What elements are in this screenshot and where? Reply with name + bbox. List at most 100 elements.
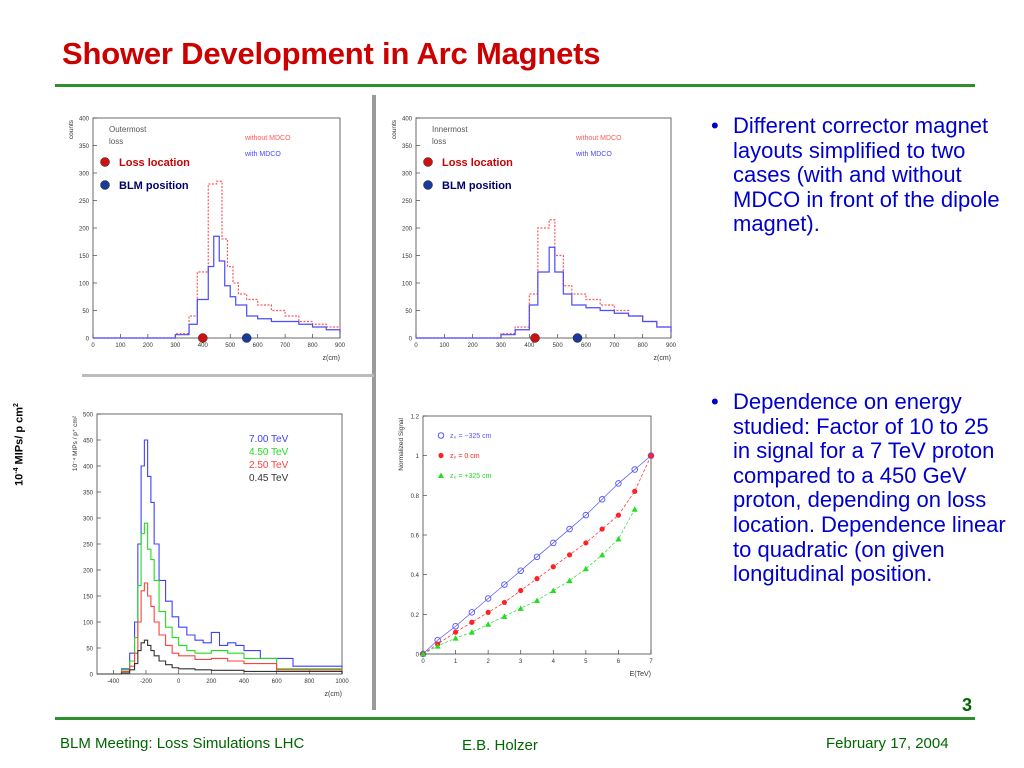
data-point [452, 629, 459, 635]
series-fit-line [422, 455, 652, 655]
x-tick-label: 200 [143, 343, 154, 349]
data-point [631, 506, 638, 512]
plot-frame [422, 415, 652, 655]
legend-label: with MDCO [244, 151, 281, 158]
y-tick-label: 250 [402, 199, 413, 205]
x-tick-label: 500 [553, 343, 564, 349]
legend-label: z₀ = −325 cm [450, 433, 492, 440]
plot-label: loss [432, 137, 446, 146]
loss-location-icon [100, 157, 110, 167]
legend-label: z₀ = +325 cm [450, 473, 492, 480]
y-tick-label: 0.4 [411, 573, 420, 579]
y-tick-label: 50 [405, 309, 412, 315]
series-line [93, 235, 341, 339]
y-tick-label: 200 [83, 569, 94, 575]
y-tick-label: 350 [79, 144, 90, 150]
y-tick-label: 200 [79, 227, 90, 233]
loss-location-icon [423, 157, 433, 167]
x-tick-label: 2 [486, 659, 490, 665]
y-tick-label: 200 [402, 227, 413, 233]
x-tick-label: 600 [581, 343, 592, 349]
series-line [93, 180, 341, 339]
loss-location-marker [530, 333, 540, 343]
x-tick-label: 100 [115, 343, 126, 349]
blm-position-marker [572, 333, 583, 343]
blm-position-label: BLM position [119, 180, 189, 192]
title-divider [55, 84, 975, 87]
y-tick-label: 400 [83, 465, 94, 471]
y-tick-label: 150 [402, 254, 413, 260]
series-fit-line [422, 455, 652, 655]
x-tick-label: 400 [524, 343, 535, 349]
x-tick-label: 5 [584, 659, 588, 665]
x-tick-label: 900 [666, 343, 677, 349]
data-point [501, 581, 508, 588]
x-tick-label: 3 [519, 659, 523, 665]
x-tick-label: 900 [335, 343, 346, 349]
bottom-left-y-axis-label: 10-4 MIPs/ p cm2 [13, 403, 26, 486]
footer-right: February 17, 2004 [826, 735, 949, 752]
y-tick-label: 0 [416, 653, 420, 659]
horizontal-divider [82, 374, 374, 377]
x-tick-label: 700 [280, 343, 291, 349]
x-tick-label: 400 [239, 679, 250, 685]
chart-normalized-signal: 0 0.2 0.4 0.6 0.8 1 1.2 0 1 2 3 4 5 6 7 E(TeV) Normalize… [375, 410, 675, 700]
x-tick-label: 800 [308, 343, 319, 349]
slide-title: Shower Development in Arc Magnets [62, 36, 601, 71]
plot-label: Innermost [432, 125, 468, 134]
data-point [468, 609, 476, 616]
y-tick-label: 400 [402, 117, 413, 123]
loss-location-marker [198, 333, 208, 343]
x-tick-label: 200 [206, 679, 217, 685]
footer-center: E.B. Holzer [462, 737, 538, 754]
y-tick-label: 100 [79, 282, 90, 288]
y-tick-label: 150 [83, 595, 94, 601]
y-tick-label: 100 [83, 621, 94, 627]
legend-label: 4.50 TeV [249, 447, 289, 458]
page-number: 3 [962, 695, 973, 715]
y-tick-label: 0.8 [411, 494, 420, 500]
x-tick-label: 500 [225, 343, 236, 349]
footer-divider [55, 717, 975, 720]
legend-label: without MDCO [575, 135, 622, 142]
data-point [533, 553, 541, 561]
y-tick-label: 0 [90, 673, 94, 679]
bullet-2: • Dependence on energy studied: Factor of… [711, 389, 1011, 587]
series-line [97, 639, 343, 675]
plot-frame [92, 117, 341, 339]
y-tick-label: 0.2 [411, 613, 420, 619]
y-tick-label: 250 [83, 543, 94, 549]
y-tick-label: 400 [79, 117, 90, 123]
data-point [501, 613, 508, 619]
x-tick-label: 100 [439, 343, 450, 349]
x-tick-label: 4 [552, 659, 556, 665]
x-tick-label: 1 [454, 659, 458, 665]
y-tick-label: 300 [83, 517, 94, 523]
blm-position-marker [241, 333, 252, 343]
data-point [632, 488, 638, 494]
x-axis-label: z(cm) [323, 355, 341, 362]
y-tick-label: 350 [83, 491, 94, 497]
legend-marker [438, 472, 444, 478]
bullet-text: Different corrector magnet layouts simpl… [733, 113, 1000, 237]
data-point [468, 629, 475, 635]
y-tick-label: 0 [86, 337, 90, 343]
x-tick-label: 1000 [335, 679, 349, 685]
footer-left: BLM Meeting: Loss Simulations LHC [60, 735, 305, 752]
data-point [647, 452, 655, 459]
legend-marker [437, 432, 445, 439]
y-axis-label: counts [391, 119, 398, 139]
x-tick-label: 6 [617, 659, 621, 665]
x-tick-label: 0 [177, 679, 181, 685]
data-point [615, 480, 622, 487]
series-line [416, 246, 672, 339]
y-tick-label: 1 [416, 454, 420, 460]
y-tick-label: 0.6 [411, 534, 420, 540]
y-tick-label: 500 [83, 413, 94, 419]
blm-position-label: BLM position [442, 180, 512, 192]
x-tick-label: 400 [198, 343, 209, 349]
bullet-1: • Different corrector magnet layouts simp… [711, 113, 1011, 237]
legend-label: z₀ = 0 cm [450, 453, 480, 460]
legend-label: 0.45 TeV [249, 473, 289, 484]
x-tick-label: 600 [272, 679, 283, 685]
